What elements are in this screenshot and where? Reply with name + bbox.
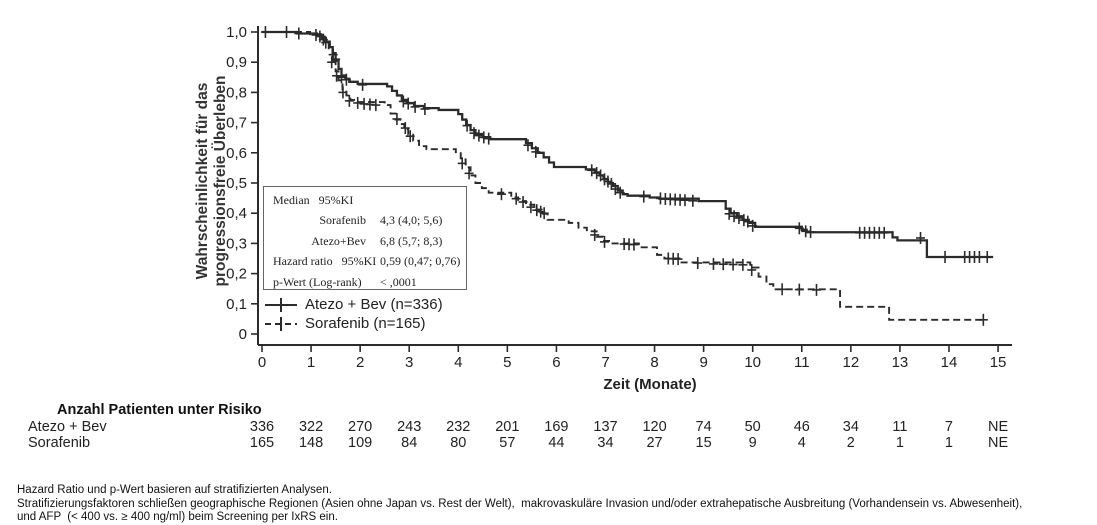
risk-count: 84	[401, 435, 418, 451]
y-tick-label: 0,4	[226, 205, 247, 222]
risk-count: 232	[446, 419, 471, 435]
risk-count: 4	[797, 435, 806, 451]
risk-count: NE	[987, 419, 1009, 435]
legend-item: Atezo + Bev (n=336)	[264, 295, 443, 314]
stats-row: p-Wert (Log-rank) < ,0001	[264, 272, 466, 293]
y-tick-label: 0,1	[226, 296, 247, 313]
x-tick-label: 14	[941, 354, 958, 371]
risk-row-label: Sorafenib	[28, 435, 91, 451]
risk-count: 27	[646, 435, 663, 451]
stats-row: Hazard ratio 95%KI 0,59 (0,47; 0,76)	[264, 252, 466, 273]
risk-count: 137	[593, 419, 618, 435]
y-tick-label: 0,6	[226, 145, 247, 162]
risk-count: 2	[846, 435, 855, 451]
curve-legend: Atezo + Bev (n=336) Sorafenib (n=165)	[264, 295, 443, 333]
risk-count: 1	[895, 435, 904, 451]
stats-label: Median 95%KI	[273, 192, 354, 207]
stats-label: Atezo+Bev	[311, 233, 366, 248]
y-tick-label: 0,2	[226, 266, 247, 283]
risk-count: 109	[348, 435, 373, 451]
y-axis-title-line1: Wahrscheinlichkeit für das	[194, 82, 211, 280]
risk-count: 34	[842, 419, 859, 435]
risk-count: 148	[298, 435, 324, 451]
risk-count: 46	[793, 419, 810, 435]
risk-count: 322	[298, 419, 324, 435]
risk-count: 11	[892, 419, 908, 435]
x-tick-label: 7	[601, 354, 609, 371]
x-tick-label: 10	[744, 354, 761, 371]
y-tick-label: 0,3	[226, 235, 247, 252]
x-tick-label: 13	[892, 354, 909, 371]
y-axis-title-line2: progressionsfreie Überleben	[212, 75, 229, 287]
risk-count: 1	[944, 435, 954, 451]
risk-count: 9	[748, 435, 757, 451]
x-tick-label: 2	[356, 354, 364, 371]
stats-row: Sorafenib 4,3 (4,0; 5,6)	[264, 211, 466, 232]
stats-label: Hazard ratio 95%KI	[273, 254, 377, 269]
y-axis-title: Wahrscheinlichkeit für das progressionsf…	[194, 75, 230, 286]
risk-row-label: Atezo + Bev	[28, 419, 107, 435]
x-tick-label: 11	[794, 354, 810, 371]
risk-count: 34	[597, 435, 614, 451]
legend-marker-solid	[265, 297, 297, 312]
x-tick-label: 15	[990, 354, 1007, 371]
x-axis-title: Zeit (Monate)	[603, 376, 697, 393]
y-tick-label: 0,9	[226, 54, 247, 71]
stats-box: Median 95%KI Sorafenib 4,3 (4,0; 5,6) Atezo…	[263, 186, 467, 290]
legend-label: Sorafenib (n=165)	[305, 315, 426, 332]
stats-label: p-Wert (Log-rank)	[273, 274, 362, 289]
x-tick-label: 12	[842, 354, 859, 371]
risk-count: 169	[544, 419, 569, 435]
x-tick-label: 6	[552, 354, 560, 371]
legend-marker-dashed	[265, 316, 297, 331]
stats-row: Atezo+Bev 6,8 (5,7; 8,3)	[264, 231, 466, 252]
y-tick-label: 0,8	[226, 84, 247, 101]
x-tick-label: 0	[258, 354, 266, 371]
risk-count: 165	[249, 435, 275, 451]
x-tick-label: 1	[307, 354, 315, 371]
stats-value: 6,8 (5,7; 8,3)	[380, 233, 443, 248]
y-tick-label: 0,7	[226, 115, 247, 132]
x-tick-label: 5	[503, 354, 511, 371]
y-tick-label: 0,5	[226, 175, 247, 192]
risk-count: 201	[495, 419, 520, 435]
risk-count: 57	[499, 435, 516, 451]
risk-count: NE	[987, 435, 1009, 451]
y-tick-label: 1,0	[226, 24, 247, 41]
risk-count: 44	[548, 435, 565, 451]
risk-count: 7	[944, 419, 954, 435]
footnote-line: und AFP (< 400 vs. ≥ 400 ng/ml) beim Scr…	[17, 511, 338, 523]
risk-table-title: Anzahl Patienten unter Risiko	[57, 402, 262, 418]
risk-count: 336	[249, 419, 275, 435]
legend-label: Atezo + Bev (n=336)	[305, 296, 443, 313]
risk-count: 74	[695, 419, 712, 435]
x-tick-label: 3	[405, 354, 413, 371]
risk-count: 120	[642, 419, 667, 435]
x-tick-label: 9	[699, 354, 707, 371]
y-tick-label: 0	[239, 326, 247, 343]
risk-count: 80	[450, 435, 467, 451]
stats-value: 0,59 (0,47; 0,76)	[380, 254, 461, 269]
risk-count: 50	[744, 419, 761, 435]
stats-label: Sorafenib	[319, 213, 366, 228]
stats-value: < ,0001	[380, 274, 417, 289]
footnote-line: Stratifizierungsfaktoren schließen geogr…	[17, 497, 1023, 510]
risk-count: 15	[695, 435, 712, 451]
sorafenib-curve	[262, 31, 986, 321]
x-tick-label: 8	[650, 354, 658, 371]
risk-count: 243	[397, 419, 422, 435]
footnote-line: Hazard Ratio und p-Wert basieren auf str…	[17, 484, 332, 496]
stats-row: Median 95%KI	[264, 190, 466, 211]
stats-value: 4,3 (4,0; 5,6)	[380, 213, 443, 228]
risk-count: 270	[348, 419, 373, 435]
legend-item: Sorafenib (n=165)	[264, 314, 443, 333]
x-tick-label: 4	[454, 354, 462, 371]
